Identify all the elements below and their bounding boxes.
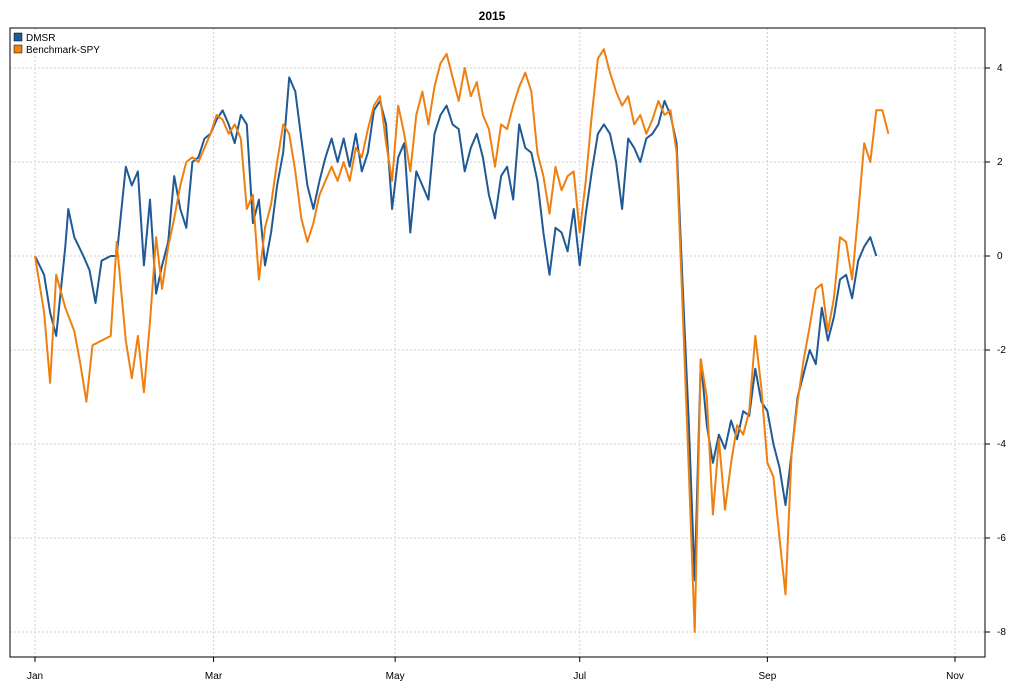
series-line-dmsr [34,76,878,582]
x-axis: Jan Mar May Jul Sep Nov [27,657,964,682]
series-line-benchmark-spy [34,48,890,633]
legend-label: DMSR [26,33,55,44]
plot-frame [9,27,986,658]
x-tick-label: Jan [27,671,43,682]
x-tick-label: Jul [573,671,586,682]
y-tick-label: 2 [997,157,1003,168]
y-tick-label: -6 [997,533,1006,544]
y-tick-label: -2 [997,345,1006,356]
x-tick-label: Mar [205,671,223,682]
legend-swatch [13,32,23,42]
series-lines [34,48,890,633]
y-tick-label: 4 [997,63,1003,74]
y-tick-label: -4 [997,439,1006,450]
grid [10,28,985,657]
x-tick-label: May [386,671,405,682]
y-tick-label: -8 [997,627,1006,638]
y-tick-label: 0 [997,251,1003,262]
legend-label: Benchmark-SPY [26,45,100,56]
chart-title: 2015 [479,9,506,23]
legend-swatch [13,44,23,54]
x-tick-label: Nov [946,671,964,682]
y-axis: 4 2 0 -2 -4 -6 -8 [985,63,1006,638]
x-tick-label: Sep [758,671,776,682]
